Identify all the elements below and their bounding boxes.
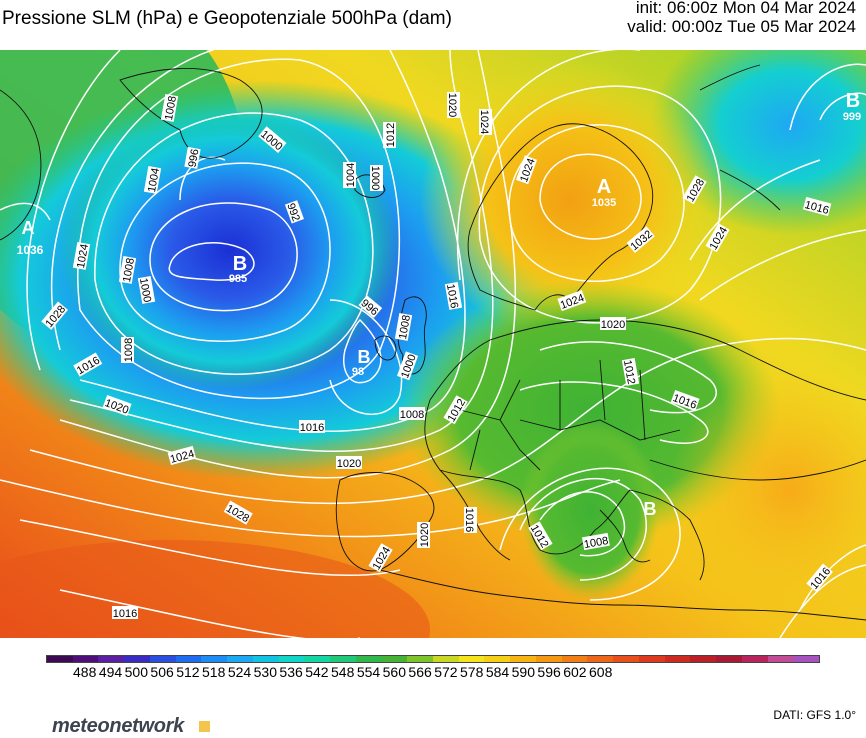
colorbar-tick-label: 548 (331, 664, 355, 680)
colorbar-swatch (690, 656, 717, 662)
isobar-label: 1008 (397, 314, 413, 340)
isobar-label: 1008 (123, 338, 135, 362)
isobar-label: 1036 (17, 243, 44, 257)
isobar-label: 1020 (419, 523, 431, 547)
high-center-letter: A (22, 218, 35, 238)
colorbar-tick-label: 596 (537, 664, 561, 680)
isobar-label: 1008 (583, 535, 609, 551)
colorbar-swatch (535, 656, 562, 662)
isobar-label: 1000 (137, 277, 153, 303)
colorbar-swatch (381, 656, 408, 662)
pressure-centers: B 985 B 98 A 1035 A B 999 B (22, 90, 862, 519)
colorbar-swatch (484, 656, 511, 662)
isobar-label: 1016 (444, 283, 460, 309)
isobar-label: 1004 (345, 163, 357, 187)
colorbar-swatch (793, 656, 820, 662)
isobar-label: 1000 (369, 166, 381, 190)
isobar-label: 1008 (121, 257, 137, 283)
colorbar-swatch (355, 656, 382, 662)
isobar-label: 1020 (601, 319, 625, 331)
low-center-letter: B (644, 499, 657, 519)
map-title: Pressione SLM (hPa) e Geopotenziale 500h… (2, 8, 452, 29)
data-source: DATI: GFS 1.0° (773, 708, 856, 722)
colorbar-tick-label: 488 (73, 664, 97, 680)
brand-logo: meteonetwork (52, 715, 184, 737)
colorbar-swatch (510, 656, 536, 662)
colorbar-swatch (252, 656, 279, 662)
colorbar-swatch (587, 656, 614, 662)
isobar-label: 1024 (478, 110, 490, 134)
colorbar-tick-label: 584 (485, 664, 510, 680)
colorbar-tick-label: 494 (98, 664, 123, 680)
colorbar-swatch (716, 656, 742, 662)
low-center-letter: B (846, 90, 860, 112)
isobar-label: 1004 (146, 167, 162, 193)
colorbar-tick-label: 566 (408, 664, 432, 680)
colorbar-tick-label: 554 (356, 664, 381, 680)
colorbar-tick-label: 578 (460, 664, 484, 680)
colorbar-swatch (741, 656, 768, 662)
isobar-label: 1020 (337, 458, 361, 470)
isobar-label: 1016 (113, 608, 137, 620)
colorbar-tick-label: 590 (511, 664, 535, 680)
isobar-label: 1012 (621, 359, 637, 385)
init-time: init: 06:00z Mon 04 Mar 2024 (635, 0, 856, 17)
colorbar-swatch (304, 656, 331, 662)
colorbar (46, 655, 820, 663)
colorbar-tick-label: 518 (202, 664, 226, 680)
low-center-value: 98 (352, 366, 364, 378)
colorbar-tick-label: 524 (227, 664, 252, 680)
isobar-label: 1008 (163, 95, 179, 121)
colorbar-swatch (47, 656, 73, 662)
colorbar-swatch (561, 656, 588, 662)
colorbar-swatch (98, 656, 125, 662)
colorbar-tick-label: 560 (382, 664, 406, 680)
colorbar-swatch (124, 656, 150, 662)
low-center-letter: B (233, 253, 247, 275)
colorbar-ticks: 488 494 500 506 512 518 524 530 536 542 548 554 560 5… (46, 664, 820, 684)
high-center-value: 1035 (592, 197, 616, 209)
colorbar-swatch (278, 656, 305, 662)
colorbar-tick-label: 572 (434, 664, 458, 680)
colorbar-swatch (767, 656, 794, 662)
weather-map[interactable]: 1008 1004 996 1000 992 1008 1004 1000 10… (0, 50, 866, 638)
colorbar-tick-label: 512 (176, 664, 200, 680)
colorbar-swatch (613, 656, 639, 662)
isobar-label: 1020 (446, 93, 458, 117)
brand-logo-square (199, 721, 210, 732)
isobar-label: 992 (284, 202, 302, 223)
colorbar-swatch (407, 656, 434, 662)
colorbar-swatch (433, 656, 459, 662)
isobar-label: 1012 (385, 123, 397, 147)
colorbar-tick-label: 536 (279, 664, 303, 680)
colorbar-swatch (201, 656, 228, 662)
colorbar-tick-label: 602 (563, 664, 587, 680)
isobar-label: 1024 (75, 243, 91, 269)
colorbar-swatch (638, 656, 665, 662)
isobar-label: 1008 (400, 409, 424, 421)
high-center-letter: A (597, 176, 611, 198)
colorbar-swatch (458, 656, 485, 662)
colorbar-swatch (149, 656, 176, 662)
colorbar-tick-label: 500 (124, 664, 148, 680)
colorbar-tick-label: 608 (589, 664, 613, 680)
isobar-label: 996 (186, 148, 201, 168)
valid-time: valid: 00:00z Tue 05 Mar 2024 (627, 17, 856, 36)
colorbar-swatch (664, 656, 691, 662)
colorbar-swatch (330, 656, 356, 662)
colorbar-tick-label: 542 (305, 664, 329, 680)
low-center-value: 999 (843, 111, 861, 123)
colorbar-swatch (227, 656, 253, 662)
isobar-label: 1016 (463, 508, 475, 532)
colorbar-tick-label: 530 (253, 664, 277, 680)
isobar-label: 1016 (300, 422, 324, 434)
colorbar-tick-label: 506 (150, 664, 174, 680)
colorbar-swatch (175, 656, 202, 662)
colorbar-swatch (72, 656, 99, 662)
low-center-value: 985 (229, 273, 247, 285)
low-center-letter: B (358, 347, 371, 367)
